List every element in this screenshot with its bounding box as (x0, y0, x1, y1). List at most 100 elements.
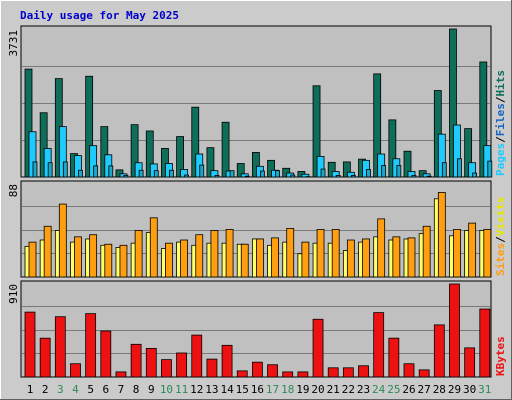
legend-pages: Pages (494, 143, 507, 176)
legend-hits: Hits (494, 70, 507, 97)
files-bar-day-20 (316, 155, 325, 178)
kbytes-bar-day-5 (85, 313, 97, 378)
pages-bar-day-5 (93, 165, 99, 178)
kbytes-panel-legend: KBytes (494, 336, 507, 376)
x-label-day-10: 10 (160, 383, 173, 396)
sites-bar-day-1 (28, 241, 37, 278)
x-label-day-13: 13 (205, 383, 218, 396)
sites-bar-day-10 (165, 242, 173, 278)
files-bar-day-13 (210, 170, 219, 178)
sites-bar-day-29 (453, 229, 461, 278)
kbytes-bar-day-6 (100, 330, 112, 378)
files-bar-day-4 (74, 155, 82, 178)
hits-bar-day-20 (312, 85, 321, 178)
x-label-day-27: 27 (418, 383, 431, 396)
pages-bar-day-1 (32, 161, 38, 178)
kbytes-bar-day-1 (24, 311, 36, 378)
sites-bar-day-15 (240, 243, 249, 278)
hits-bar-day-1 (24, 68, 33, 178)
kbytes-bar-day-2 (39, 337, 51, 378)
hits-bar-day-25 (388, 119, 397, 178)
sites-bar-day-30 (468, 222, 477, 278)
kbytes-bar-day-20 (312, 318, 324, 378)
x-label-day-30: 30 (463, 383, 476, 396)
hits-bar-day-17 (267, 159, 275, 178)
kbytes-bar-day-23 (358, 365, 369, 378)
pages-bar-day-9 (153, 170, 159, 178)
legend-sep-1: / (494, 136, 507, 143)
kbytes-bar-day-21 (327, 367, 339, 378)
files-bar-day-1 (28, 131, 37, 178)
sites-bar-day-31 (483, 229, 492, 278)
x-label-day-8: 8 (133, 383, 140, 396)
hits-bar-day-26 (403, 150, 412, 178)
kbytes-bar-day-18 (282, 371, 294, 378)
hits-bar-day-13 (206, 147, 215, 178)
x-label-day-23: 23 (357, 383, 370, 396)
files-bar-day-21 (331, 171, 340, 178)
x-label-day-29: 29 (448, 383, 461, 396)
pages-bar-day-28 (441, 162, 447, 178)
hits-bar-day-21 (327, 161, 336, 178)
pages-bar-day-31 (487, 160, 493, 178)
files-bar-day-27 (422, 173, 431, 178)
sites-bar-day-24 (377, 218, 386, 278)
hits-bar-day-12 (191, 106, 200, 178)
x-label-day-25: 25 (387, 383, 400, 396)
hits-panel-legend: Pages/Files/Hits (494, 70, 507, 176)
files-bar-day-30 (468, 162, 477, 178)
x-label-day-15: 15 (236, 383, 249, 396)
x-label-day-4: 4 (72, 383, 79, 396)
pages-bar-day-24 (381, 165, 387, 178)
x-label-day-5: 5 (87, 383, 94, 396)
pages-bar-day-17 (275, 170, 280, 178)
kbytes-bar-day-11 (176, 352, 188, 378)
pages-bar-day-12 (199, 164, 205, 178)
x-axis-labels: 1 2 3 4 5 6 7 8 9 10 11 12 13 14 15 16 17 18 19 20 21 22 23 24 2… (27, 383, 492, 396)
pages-bar-day-22 (350, 175, 356, 178)
kbytes-bar-day-16 (251, 361, 263, 378)
visits-ymax-label: 88 (7, 184, 20, 197)
hits-bar-day-16 (251, 152, 260, 178)
sites-bar-day-16 (255, 238, 264, 278)
x-label-day-12: 12 (190, 383, 203, 396)
kbytes-bar-day-27 (418, 369, 430, 378)
legend-visits: Visits (494, 197, 507, 237)
kbytes-bar-day-8 (130, 343, 142, 378)
hits-bar-day-22 (342, 161, 351, 178)
sites-bar-day-25 (392, 236, 401, 278)
legend-sites: Sites (494, 243, 507, 276)
hits-bar-day-2 (39, 112, 48, 178)
x-label-day-11: 11 (175, 383, 188, 396)
pages-bar-day-2 (47, 162, 53, 178)
hits-bar-day-8 (130, 124, 139, 178)
chart-title: Daily usage for May 2025 (20, 9, 179, 22)
pages-bar-day-26 (411, 175, 417, 178)
hits-bar-day-6 (100, 126, 109, 178)
kbytes-bar-day-13 (206, 358, 218, 378)
hits-bar-day-14 (221, 121, 230, 178)
hits-bar-day-5 (85, 75, 94, 178)
x-label-day-17: 17 (266, 383, 279, 396)
hits-bar-day-31 (479, 61, 488, 178)
kbytes-bar-day-10 (161, 359, 172, 378)
sites-bar-day-28 (437, 192, 446, 278)
sites-bar-day-18 (286, 227, 295, 278)
legend-sep-3: / (494, 236, 507, 243)
pages-bar-day-6 (108, 165, 114, 178)
kbytes-bar-day-29 (449, 283, 460, 378)
sites-bar-day-17 (271, 237, 279, 278)
x-label-day-19: 19 (296, 383, 309, 396)
legend-files: Files (494, 103, 507, 136)
sites-bar-day-4 (74, 236, 82, 278)
pages-bar-day-10 (169, 169, 174, 178)
sites-bar-day-22 (346, 239, 355, 278)
pages-bar-day-14 (229, 170, 235, 178)
kbytes-bar-day-22 (342, 367, 354, 378)
x-label-day-9: 9 (148, 383, 155, 396)
pages-bar-day-4 (78, 169, 83, 178)
pages-bar-day-11 (184, 174, 190, 178)
kbytes-bar-day-7 (115, 371, 127, 378)
hits-bar-day-30 (464, 128, 473, 178)
x-label-day-16: 16 (251, 383, 264, 396)
